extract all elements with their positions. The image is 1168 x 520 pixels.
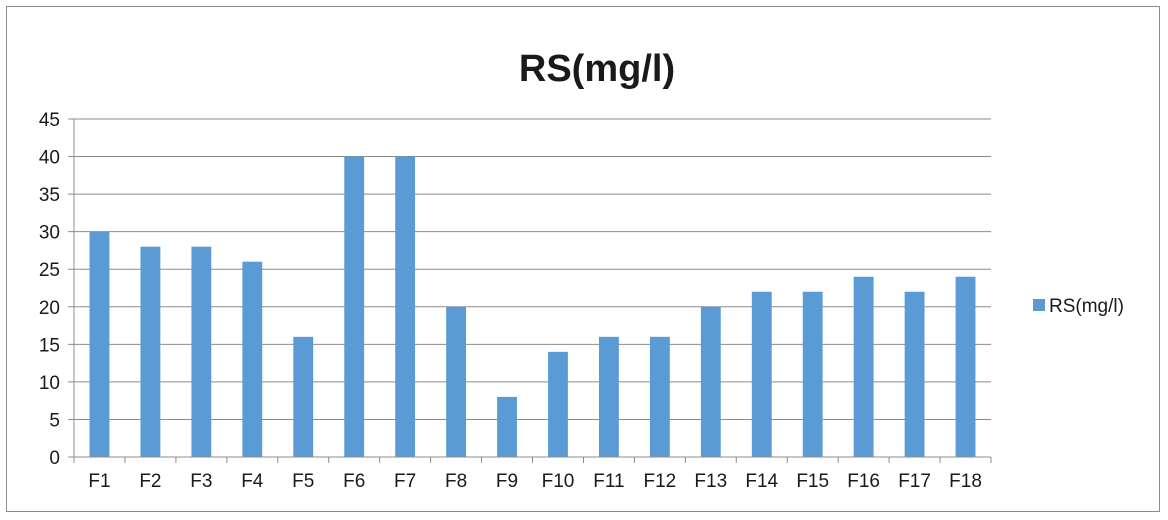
bar-f1 (89, 231, 110, 457)
chart-area: RS(mg/l) 0 5 10 15 20 25 30 35 40 45 F1 F2 F3 F4 F5 F6… (6, 6, 1160, 512)
bar-f9 (497, 396, 517, 457)
x-tick-label: F12 (643, 471, 676, 492)
y-axis-ticks: 0 5 10 15 20 25 30 35 40 45 (39, 110, 60, 469)
y-tick-label: 20 (39, 298, 60, 319)
x-tick-label: F17 (898, 471, 931, 492)
chart-title: RS(mg/l) (519, 48, 675, 90)
y-tick-label: 40 (39, 148, 60, 169)
bar-f16 (853, 276, 874, 457)
x-tick-label: F4 (241, 471, 264, 492)
bar-f10 (548, 351, 568, 457)
y-tick-label: 0 (49, 448, 60, 469)
bar-f8 (446, 306, 467, 457)
bar-f18 (955, 276, 976, 457)
x-tick-label: F5 (292, 471, 314, 492)
bar-f13 (700, 306, 721, 457)
x-tick-label: F9 (496, 471, 518, 492)
x-tick-label: F2 (139, 471, 161, 492)
x-tick-label: F13 (694, 471, 727, 492)
legend-swatch (1033, 299, 1045, 311)
x-tick-label: F16 (847, 471, 880, 492)
bar-f14 (751, 291, 772, 457)
legend: RS(mg/l) (1033, 296, 1124, 317)
x-tick-label: F7 (394, 471, 416, 492)
bar-f17 (904, 291, 925, 457)
x-tick-label: F14 (745, 471, 778, 492)
x-tick-label: F8 (445, 471, 467, 492)
bar-f4 (242, 261, 263, 457)
x-tick-label: F11 (593, 471, 624, 492)
y-tick-label: 5 (49, 410, 60, 431)
bar-f15 (802, 291, 823, 457)
bar-f6 (344, 156, 365, 458)
bars (89, 156, 976, 458)
bar-f5 (293, 336, 314, 457)
x-tick-label: F3 (190, 471, 212, 492)
bar-f7 (395, 156, 416, 458)
y-tick-label: 45 (39, 110, 60, 131)
gridlines (68, 118, 991, 458)
x-tick-label: F15 (796, 471, 829, 492)
x-tick-label: F18 (949, 471, 982, 492)
y-tick-label: 35 (39, 185, 60, 206)
bar-f12 (649, 336, 670, 457)
y-tick-label: 30 (39, 223, 60, 244)
y-tick-label: 15 (39, 335, 60, 356)
x-tick-label: F10 (542, 471, 575, 492)
bar-f11 (598, 336, 619, 457)
bar-f2 (140, 246, 161, 457)
legend-label: RS(mg/l) (1049, 296, 1124, 317)
x-axis-ticks: F1 F2 F3 F4 F5 F6 F7 F8 F9 F10 F11 F12 F13 F14 F15 F16 F… (73, 456, 992, 492)
y-tick-label: 10 (39, 373, 60, 394)
bar-chart: RS(mg/l) 0 5 10 15 20 25 30 35 40 45 F1 F2 F3 F4 F5 F6… (39, 48, 1124, 492)
bar-f3 (191, 246, 212, 457)
y-tick-label: 25 (39, 260, 60, 281)
x-tick-label: F1 (88, 471, 110, 492)
x-tick-label: F6 (343, 471, 365, 492)
